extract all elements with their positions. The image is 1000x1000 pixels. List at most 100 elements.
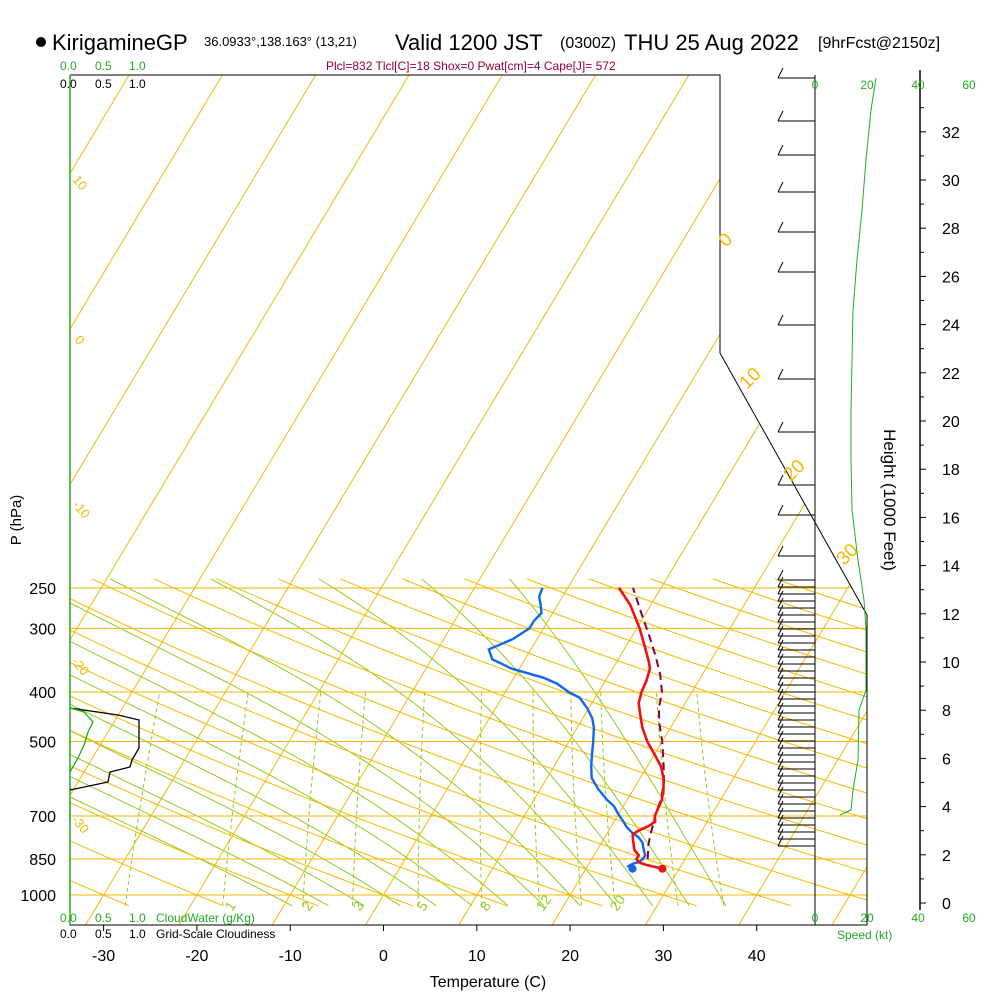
isotherm-line xyxy=(542,75,867,925)
wind-barb-flag xyxy=(777,695,784,707)
mixing-ratio-line xyxy=(124,692,161,906)
height-tick-label: 4 xyxy=(942,800,951,817)
pressure-tick-label: 850 xyxy=(29,852,56,869)
dry-adiabat-line xyxy=(70,578,224,907)
parcel-trace xyxy=(632,587,666,860)
x-tick-label: -20 xyxy=(185,948,208,965)
isotherm-line xyxy=(70,75,512,925)
moist-adiabat-line xyxy=(70,578,437,907)
height-tick-label: 32 xyxy=(942,125,960,142)
dry-adiabat-line xyxy=(91,578,867,907)
isotherm-line xyxy=(70,75,232,925)
dry-adiabat-line xyxy=(70,578,697,907)
isotherm-line xyxy=(169,75,699,925)
wind-barb-flag xyxy=(777,597,784,609)
surface-dewpoint-dot xyxy=(628,864,637,873)
y-axis-title: P (hPa) xyxy=(8,495,25,546)
isotherms xyxy=(70,75,867,925)
isotherm-line xyxy=(822,75,867,925)
speed-tick-bottom: 40 xyxy=(911,911,925,925)
dry-adiabat-line xyxy=(70,578,319,907)
wind-barb-flag xyxy=(777,772,784,784)
dry-adiabat-line xyxy=(70,578,413,907)
pressure-tick-label: 700 xyxy=(29,809,56,826)
isotherm-line xyxy=(449,75,867,925)
wind-barb-flag xyxy=(777,800,784,812)
isotherm-line xyxy=(76,75,606,925)
wind-barb-flag xyxy=(777,181,784,193)
speed-tick-top: 20 xyxy=(860,78,874,92)
x-tick-label: 10 xyxy=(468,948,486,965)
height-tick-label: 0 xyxy=(942,896,951,913)
wind-barb-flag xyxy=(777,779,784,791)
isotherm-label: 30 xyxy=(833,540,863,570)
mixing-ratio-line xyxy=(352,692,366,906)
dry-adiabat-line xyxy=(70,578,792,907)
mixing-ratio-label: 2 xyxy=(298,898,316,914)
dewpoint-trace xyxy=(487,587,647,870)
station-name: KirigamineGP xyxy=(52,30,188,55)
cloudiness-tick-top: 0.0 xyxy=(60,77,77,91)
pressure-tick-label: 500 xyxy=(29,734,56,751)
wind-barb-flag xyxy=(777,653,784,665)
wind-barb-flag xyxy=(777,730,784,742)
dry-adiabat-line xyxy=(70,578,508,907)
height-tick-label: 12 xyxy=(942,607,960,624)
temperature-trace xyxy=(617,587,665,870)
moist-adiabat-line xyxy=(70,578,365,907)
isotherm-line xyxy=(70,75,419,925)
wind-barb-flag xyxy=(777,751,784,763)
moist-adiabat-line xyxy=(70,578,473,907)
height-tick-label: 18 xyxy=(942,462,960,479)
isotherm-line xyxy=(262,75,792,925)
wind-barb-flag xyxy=(777,828,784,840)
wind-barb-flag xyxy=(777,674,784,686)
dry-adiabat-line xyxy=(216,578,867,907)
dry-adiabat-line xyxy=(464,578,867,907)
cloudwater-tick-bottom: 0.0 xyxy=(60,911,77,925)
height-tick-label: 20 xyxy=(942,414,960,431)
cloudiness-profile xyxy=(69,707,140,791)
wind-barb-flag xyxy=(777,744,784,756)
wind-barb-flag xyxy=(777,545,784,557)
speed-tick-top: 0 xyxy=(812,78,819,92)
wind-barb-flag xyxy=(777,368,784,380)
height-tick-label: 28 xyxy=(942,221,960,238)
dry-adiabats xyxy=(70,578,867,907)
mixing-ratio-line xyxy=(532,692,540,906)
wind-barb-flag xyxy=(777,144,784,156)
wind-barb-flag xyxy=(777,667,784,679)
wind-speed-profile xyxy=(839,77,877,816)
mixing-ratio-line xyxy=(302,692,322,906)
speed-tick-bottom: 60 xyxy=(962,911,976,925)
pressure-tick-label: 250 xyxy=(29,581,56,598)
station-marker-icon xyxy=(36,37,46,47)
dry-adiabat-line xyxy=(340,578,867,907)
cloudwater-tick-top: 0.5 xyxy=(95,59,112,73)
wind-barb-flag xyxy=(777,814,784,826)
mixing-ratio-line xyxy=(479,692,483,906)
speed-tick-top: 60 xyxy=(962,78,976,92)
wind-barb-flag xyxy=(777,314,784,326)
x-tick-label: 40 xyxy=(748,948,766,965)
dry-adiabat-line xyxy=(402,578,867,907)
dry-adiabat-line xyxy=(278,578,867,907)
isobars xyxy=(70,587,867,896)
utc-time: (0300Z) xyxy=(560,35,616,52)
wind-barb-flag xyxy=(777,723,784,735)
isotherm-label: 20 xyxy=(780,456,810,486)
cloudwater-tick-bottom: 1.0 xyxy=(129,911,146,925)
cloudiness-tick-bottom: 1.0 xyxy=(129,927,146,941)
valid-date: THU 25 Aug 2022 xyxy=(624,30,799,55)
pressure-tick-label: 300 xyxy=(29,621,56,638)
wind-barb-flag xyxy=(777,504,784,516)
wind-barb-flag xyxy=(777,660,784,672)
cloudwater-tick-top: 1.0 xyxy=(129,59,146,73)
height-tick-label: 2 xyxy=(942,848,951,865)
wind-barb-flag xyxy=(777,604,784,616)
cloudwater-tick-top: 0.0 xyxy=(60,59,77,73)
isotherm-line xyxy=(635,75,867,925)
wind-barb-flag xyxy=(777,807,784,819)
x-tick-label: -30 xyxy=(92,948,115,965)
